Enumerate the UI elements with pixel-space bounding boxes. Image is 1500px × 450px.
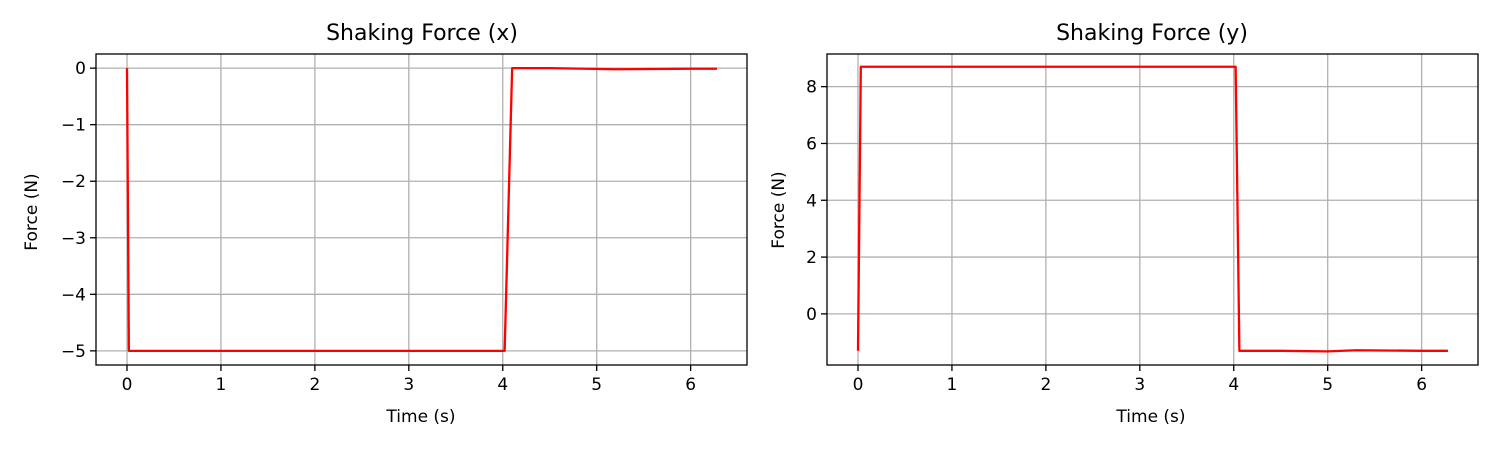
x-tick-label: 2	[1040, 375, 1051, 395]
x-tick-label: 0	[853, 375, 864, 395]
y-tick-label: −1	[61, 116, 86, 136]
y-axis-label: Force (N)	[769, 171, 789, 248]
y-axis-label: Force (N)	[22, 173, 42, 250]
x-tick-label: 3	[1134, 375, 1145, 395]
x-axis-label: Time (s)	[1115, 407, 1185, 427]
chart-shaking-force-x: Shaking Force (x) 0 1 2 3 4 5 6 0 −1 −2 −3 −4 −5 Tim…	[22, 21, 748, 427]
y-tick-label: −4	[61, 285, 86, 305]
x-tick-label: 4	[497, 375, 508, 395]
x-tick-label: 5	[1322, 375, 1333, 395]
grid	[827, 54, 1478, 365]
x-tick-label: 6	[1416, 375, 1427, 395]
x-tick-label: 1	[216, 375, 227, 395]
chart-title: Shaking Force (x)	[326, 21, 518, 46]
x-tick-label: 6	[685, 375, 696, 395]
y-tick-label: 0	[806, 305, 817, 325]
series-line-Fy	[856, 65, 1448, 353]
x-tick-label: 0	[122, 375, 133, 395]
y-tick-label: −2	[61, 172, 86, 192]
plot-frame	[826, 53, 1479, 366]
series-layer	[125, 66, 717, 353]
x-tick-label: 4	[1228, 375, 1239, 395]
y-tick-label: −5	[61, 342, 86, 362]
x-tick-label: 1	[947, 375, 958, 395]
x-tick-label: 3	[403, 375, 414, 395]
ticks: 0 1 2 3 4 5 6 0 −1 −2 −3 −4 −5	[61, 59, 696, 395]
plot-frame	[95, 53, 748, 366]
ticks: 0 1 2 3 4 5 6 0 2 4 6 8	[806, 78, 1427, 395]
y-tick-label: 8	[806, 78, 817, 98]
y-tick-label: −3	[61, 229, 86, 249]
y-tick-label: 4	[806, 191, 817, 211]
x-tick-label: 2	[309, 375, 320, 395]
series-line-Fx	[125, 66, 717, 353]
x-tick-label: 5	[591, 375, 602, 395]
series-layer	[856, 65, 1448, 353]
y-tick-label: 6	[806, 134, 817, 154]
y-tick-label: 0	[75, 59, 86, 79]
grid	[96, 54, 747, 365]
y-tick-label: 2	[806, 248, 817, 268]
chart-title: Shaking Force (y)	[1056, 21, 1248, 46]
x-axis-label: Time (s)	[385, 407, 455, 427]
